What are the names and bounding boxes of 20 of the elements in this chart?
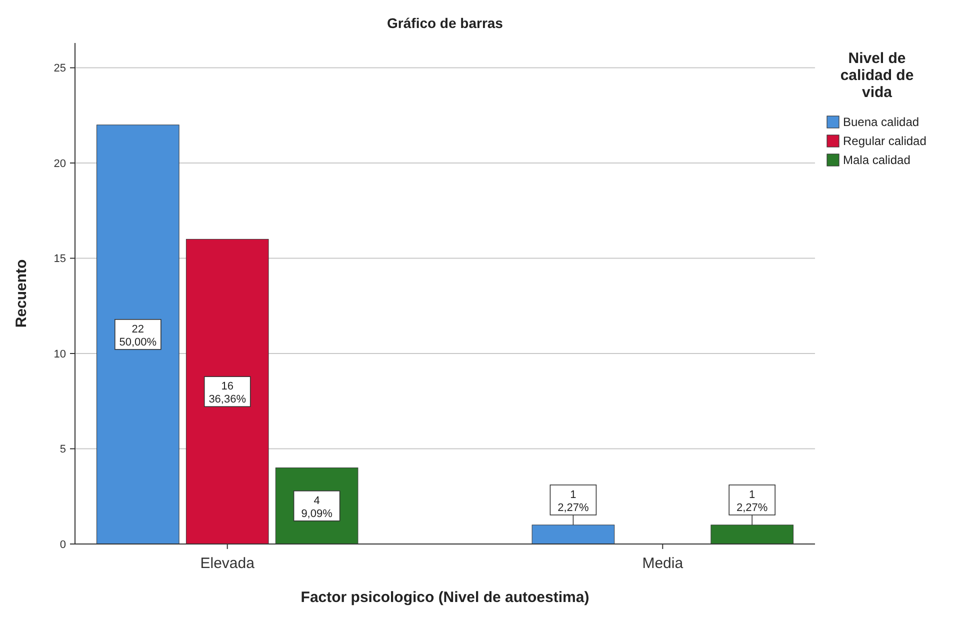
y-tick-label: 0 [60, 538, 66, 551]
x-axis-title: Factor psicologico (Nivel de autoestima) [300, 589, 590, 606]
y-tick-label: 10 [54, 348, 66, 360]
y-tick-label: 20 [54, 158, 66, 170]
data-label: 1 2,27% [736, 488, 768, 514]
y-tick-label: 5 [60, 444, 66, 456]
y-tick-label: 15 [54, 253, 66, 266]
data-label: 4 9,09% [301, 494, 333, 520]
data-label: 16 36,36% [208, 380, 246, 406]
x-tick-label: Elevada [200, 555, 256, 572]
legend-title: Nivel de calidad de vida [840, 50, 914, 101]
legend-label: Mala calidad [843, 153, 910, 167]
legend-label: Regular calidad [843, 134, 926, 148]
chart-title: Gráfico de barras [387, 15, 504, 31]
data-label: 1 2,27% [558, 488, 590, 514]
legend-label: Buena calidad [843, 115, 920, 129]
x-tick-label: Media [642, 555, 684, 572]
y-tick-label: 25 [54, 62, 66, 75]
data-label: 22 50,00% [119, 323, 157, 348]
y-axis-title: Recuento [13, 259, 30, 328]
